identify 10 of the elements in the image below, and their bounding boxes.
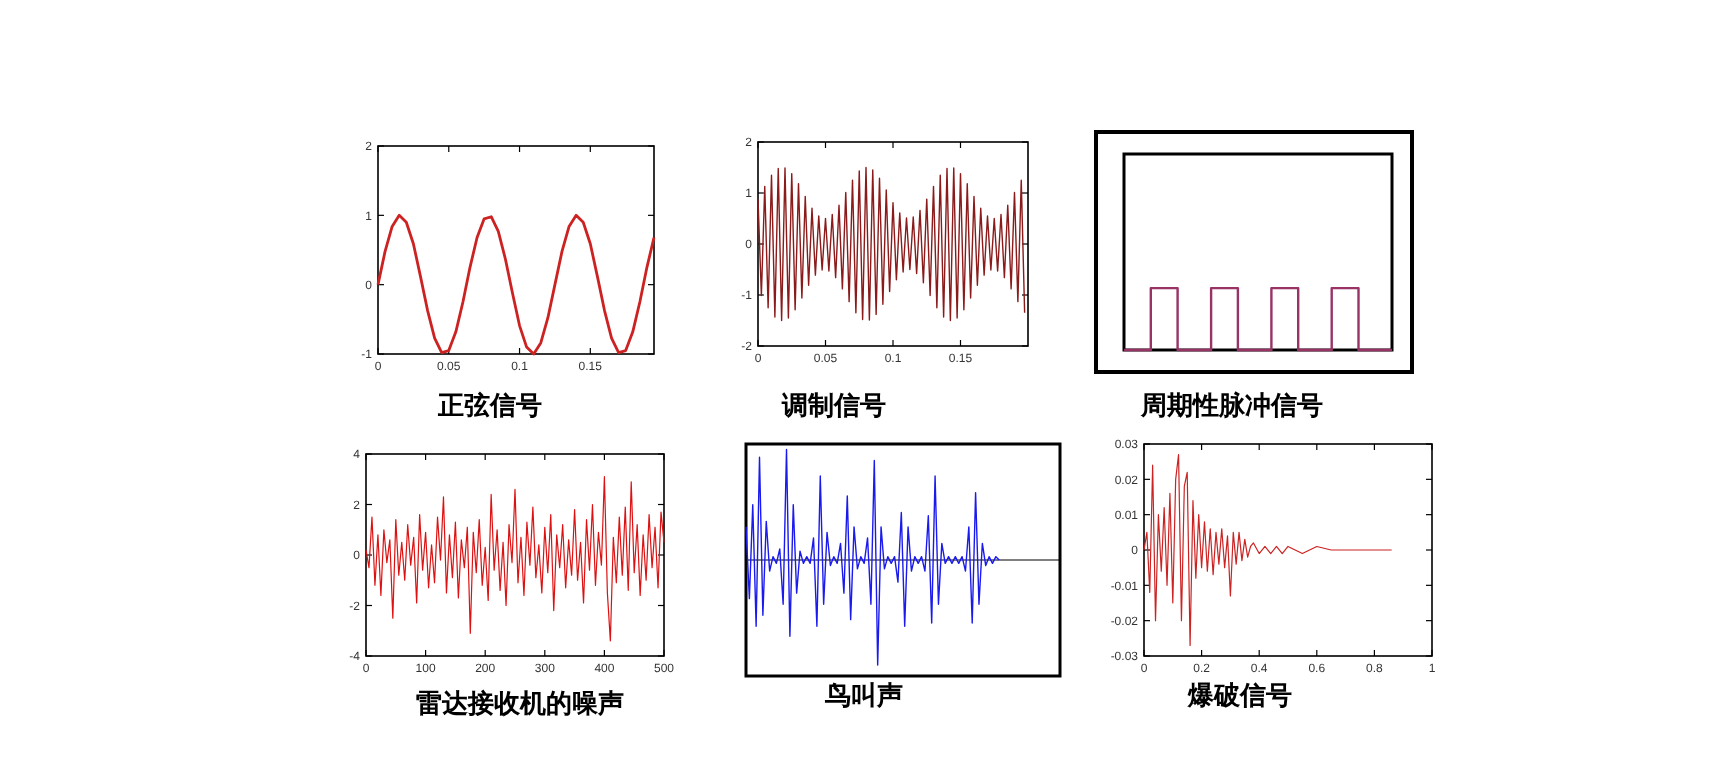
text: 调制信号 bbox=[780, 390, 886, 420]
text: 正弦信号 bbox=[436, 390, 542, 420]
text: 爆破信号 bbox=[1186, 680, 1292, 710]
line-series bbox=[365, 476, 665, 642]
text: 周期性脉冲信号 bbox=[1139, 390, 1323, 420]
line-series bbox=[376, 213, 656, 356]
line-series bbox=[757, 166, 1026, 322]
text: 雷达接收机的噪声 bbox=[416, 688, 624, 718]
text: 鸟叫声 bbox=[823, 680, 903, 710]
line-series bbox=[1143, 454, 1393, 646]
